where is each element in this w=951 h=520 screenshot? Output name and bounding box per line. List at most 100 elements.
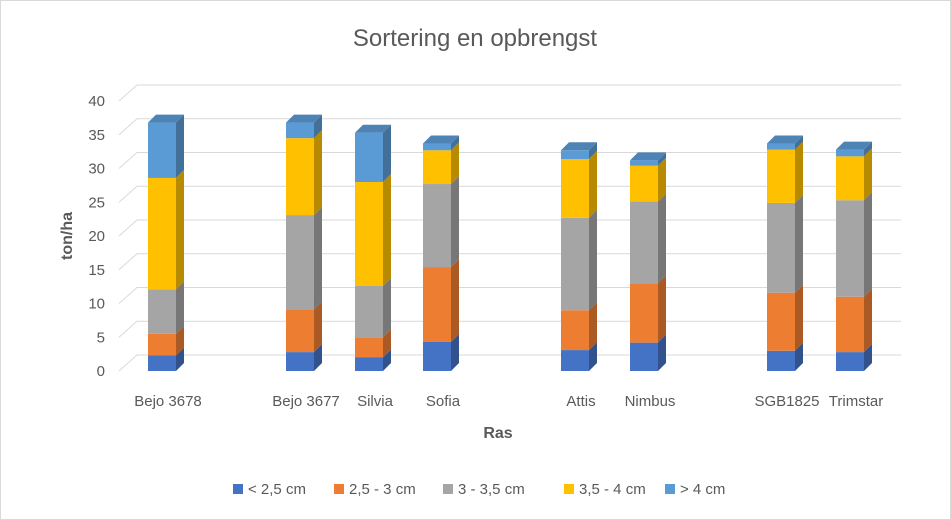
legend-label: 3 - 3,5 cm [458, 481, 525, 498]
y-tick-label: 35 [88, 127, 105, 144]
bar-segment-side [383, 329, 391, 358]
bar-top [561, 142, 597, 151]
bar-segment [767, 149, 795, 203]
bar-top [286, 114, 322, 123]
bar-segment-side [383, 349, 391, 371]
bar-segment [561, 150, 589, 160]
bar-segment [355, 132, 383, 182]
bar-segment-side [589, 151, 597, 218]
bar-segment-side [658, 157, 666, 202]
bar-segment [630, 165, 658, 202]
bar-segment-side [383, 174, 391, 286]
bar-segment-side [176, 281, 184, 334]
bar-segment [423, 150, 451, 185]
bar-stack [423, 135, 459, 371]
bar-segment-side [795, 284, 803, 351]
bar-segment [148, 355, 176, 371]
gridline [118, 84, 901, 102]
legend-swatch [334, 484, 344, 494]
y-tick-label: 10 [88, 296, 105, 313]
bar-segment [836, 296, 864, 353]
bar-segment [286, 352, 314, 371]
x-category-label: Nimbus [625, 393, 676, 410]
bar-segment [561, 350, 589, 371]
bar-segment-side [864, 141, 872, 157]
bar-top [767, 135, 803, 144]
bar-segment-side [658, 152, 666, 166]
x-category-label: Bejo 3677 [272, 393, 340, 410]
legend-label: > 4 cm [680, 481, 725, 498]
bar-segment-side [864, 288, 872, 353]
bar-segment [286, 122, 314, 139]
bar-segment-side [589, 209, 597, 311]
legend-swatch [233, 484, 243, 494]
bar-segment [355, 357, 383, 371]
legend-swatch [665, 484, 675, 494]
bar-segment-side [451, 259, 459, 342]
bar-segment [630, 342, 658, 371]
bar-segment [148, 333, 176, 356]
x-category-label: Sofia [426, 393, 461, 410]
y-tick-label: 15 [88, 262, 105, 279]
bar-segment-side [451, 333, 459, 371]
bar-top [423, 135, 459, 144]
y-tick-label: 0 [97, 363, 105, 380]
chart-title: Sortering en opbrengst [353, 25, 597, 52]
bar-segment [148, 122, 176, 178]
bar-segment [148, 177, 176, 290]
bar-segment [767, 350, 795, 371]
bar-segment-side [383, 124, 391, 182]
bar-segment [836, 149, 864, 157]
bar-stack [767, 135, 803, 371]
bar-segment-side [864, 148, 872, 201]
bar-stack [561, 142, 597, 371]
bar-segment-side [658, 275, 666, 343]
bar-segment-side [864, 344, 872, 371]
bar-segment-side [795, 342, 803, 371]
gridline [118, 118, 901, 136]
x-category-label: Bejo 3678 [134, 393, 202, 410]
bar-segment-side [589, 302, 597, 351]
bar-segment-side [314, 301, 322, 353]
bar-stack [148, 114, 184, 371]
bar-stack [836, 141, 872, 371]
bar-segment-side [176, 114, 184, 178]
x-category-label: SGB1825 [754, 393, 819, 410]
legend-swatch [564, 484, 574, 494]
legend-label: < 2,5 cm [248, 481, 306, 498]
bar-segment [355, 285, 383, 338]
bar-segment [836, 200, 864, 297]
bar-stack [355, 124, 391, 371]
bar-segment [355, 337, 383, 358]
bar-segment [286, 138, 314, 216]
bar-segment [630, 160, 658, 166]
bar-segment-side [314, 130, 322, 216]
legend: < 2,5 cm 2,5 - 3 cm 3 - 3,5 cm 3,5 - 4 cm > … [233, 481, 725, 498]
x-axis-title: Ras [483, 425, 512, 442]
bar-segment-side [589, 142, 597, 160]
y-tick-label: 5 [97, 329, 105, 346]
x-category-label: Attis [566, 393, 595, 410]
bar-segment-side [864, 192, 872, 297]
bar-segment-side [176, 169, 184, 290]
bars [148, 114, 872, 371]
bar-segment [630, 283, 658, 343]
bar-segment-side [451, 135, 459, 151]
bar-segment [836, 352, 864, 371]
y-tick-label: 25 [88, 194, 105, 211]
legend-label: 2,5 - 3 cm [349, 481, 416, 498]
bar-segment [286, 215, 314, 310]
bar-top [630, 152, 666, 161]
bar-segment-side [176, 347, 184, 371]
bar-segment-side [795, 194, 803, 293]
bar-top [836, 141, 872, 150]
bar-segment [423, 143, 451, 151]
y-tick-label: 40 [88, 93, 105, 110]
y-axis-ticks: 0 5 10 15 20 25 30 35 40 [88, 93, 105, 380]
bar-segment-side [383, 277, 391, 338]
x-category-label: Silvia [357, 393, 394, 410]
bar-segment [423, 341, 451, 371]
bar-segment [767, 143, 795, 150]
